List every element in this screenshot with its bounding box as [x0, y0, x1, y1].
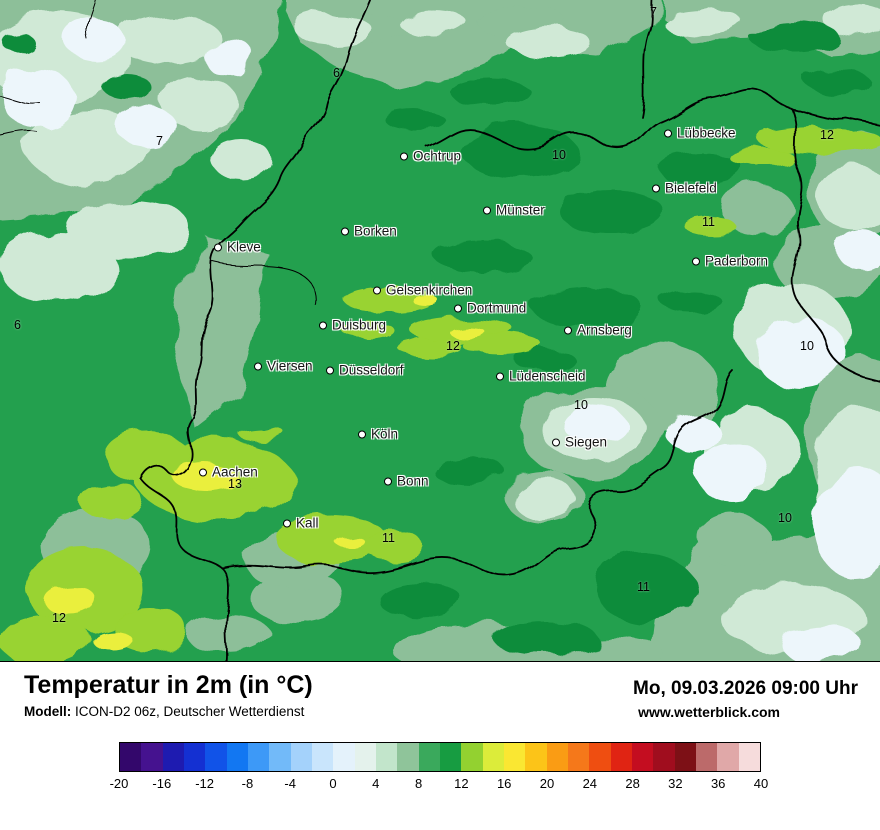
legend-tick: 12 — [454, 775, 469, 791]
footer-sub-row: Modell: ICON-D2 06z, Deutscher Wetterdie… — [0, 700, 880, 720]
footer-header-row: Temperatur in 2m (in °C) Mo, 09.03.2026 … — [0, 662, 880, 700]
legend-color-segment — [439, 742, 462, 771]
legend-color-bar — [119, 741, 761, 772]
model-label: Modell: — [24, 703, 72, 719]
legend-color-segment — [333, 742, 355, 771]
legend-color-segment — [120, 742, 142, 771]
legend-color-segment — [738, 742, 760, 771]
legend-tick-row: -20 -16 -12 -8 -4 0 4 8 12 16 20 24 28 32 36 40 — [110, 775, 769, 794]
legend-tick: 16 — [496, 775, 512, 791]
legend-color-segment — [482, 742, 504, 771]
legend-tick: 4 — [372, 775, 380, 791]
legend-color-segment — [503, 742, 526, 771]
legend-color-segment — [375, 742, 398, 771]
model-text: ICON-D2 06z, Deutscher Wetterdienst — [71, 703, 305, 719]
forecast-datetime: Mo, 09.03.2026 09:00 Uhr — [633, 677, 858, 699]
legend-color-segment — [397, 742, 419, 771]
legend-color-segment — [418, 742, 440, 771]
legend-tick: -16 — [152, 775, 172, 791]
legend-color-segment — [183, 742, 206, 771]
legend-color-segment — [247, 742, 270, 771]
footer: Temperatur in 2m (in °C) Mo, 09.03.2026 … — [0, 662, 880, 830]
legend-color-segment — [269, 742, 291, 771]
legend-color-segment — [141, 742, 163, 771]
legend-color-segment — [567, 742, 590, 771]
legend-color-segment — [610, 742, 632, 771]
temperature-legend: -20 -16 -12 -8 -4 0 4 8 12 16 20 24 28 32 36 40 — [110, 741, 769, 794]
legend-tick: 8 — [414, 775, 423, 791]
legend-tick: 24 — [582, 775, 598, 791]
legend-color-segment — [290, 742, 312, 771]
legend-tick: -8 — [241, 775, 254, 791]
legend-tick: 28 — [625, 775, 640, 791]
legend-color-segment — [461, 742, 483, 771]
legend-tick: 20 — [539, 775, 555, 791]
legend-tick: 40 — [753, 775, 769, 791]
website-text: www.wetterblick.com — [638, 703, 780, 720]
legend-tick: 32 — [668, 775, 683, 791]
legend-color-segment — [226, 742, 248, 771]
legend-color-segment — [589, 742, 611, 771]
legend-color-segment — [674, 742, 696, 771]
legend-tick: -20 — [109, 775, 129, 791]
legend-color-segment — [546, 742, 568, 771]
legend-color-segment — [311, 742, 334, 771]
terrain-svg — [0, 0, 880, 661]
legend-color-segment — [162, 742, 184, 771]
legend-color-segment — [695, 742, 718, 771]
legend-color-segment — [653, 742, 675, 771]
legend-tick: 0 — [329, 775, 337, 791]
legend-color-segment — [717, 742, 739, 771]
model-info: Modell: ICON-D2 06z, Deutscher Wetterdie… — [24, 704, 304, 720]
legend-color-segment — [205, 742, 227, 771]
map-area: Ochtrup Lübbecke Bielefeld Münster Borken Kle… — [0, 0, 880, 662]
legend-tick: -4 — [284, 775, 296, 791]
legend-tick: -12 — [195, 775, 214, 791]
legend-tick: 36 — [710, 775, 726, 791]
legend-color-segment — [525, 742, 547, 771]
map-title: Temperatur in 2m (in °C) — [24, 671, 313, 699]
legend-color-segment — [631, 742, 654, 771]
legend-color-segment — [354, 742, 376, 771]
